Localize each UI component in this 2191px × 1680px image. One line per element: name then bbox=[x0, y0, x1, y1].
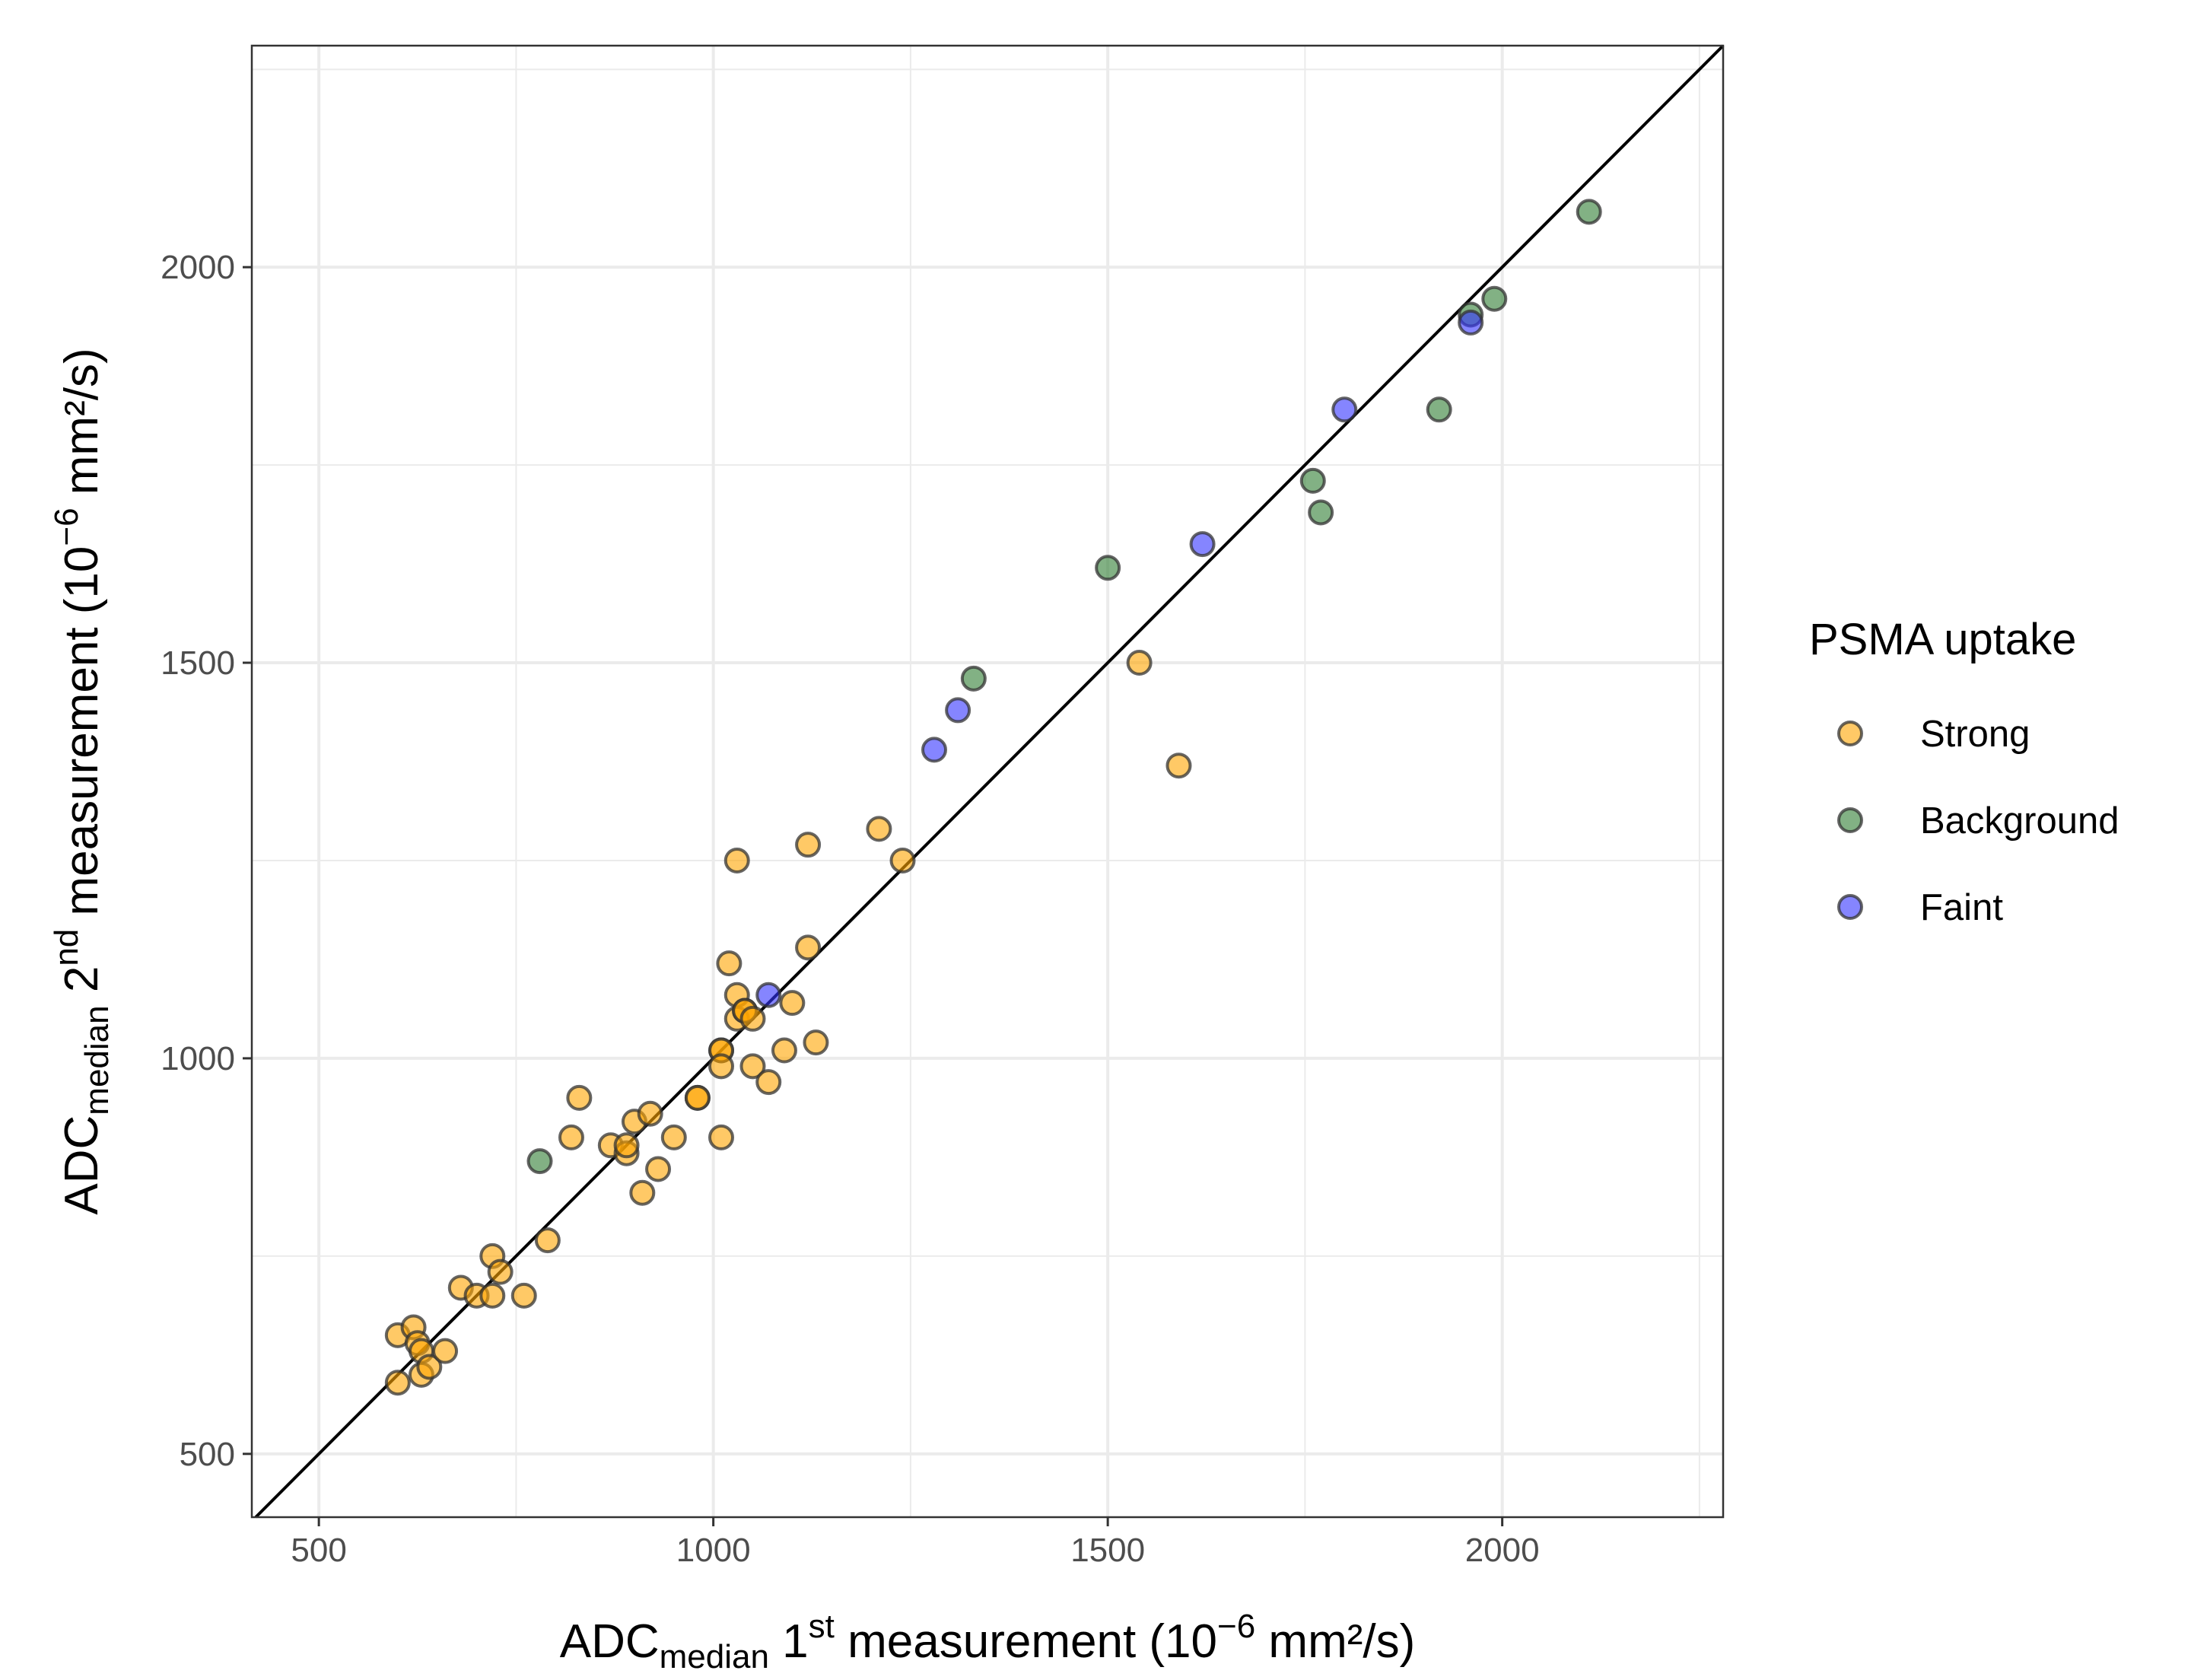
x-tick-label: 2000 bbox=[1465, 1532, 1540, 1569]
point-strong bbox=[866, 816, 892, 842]
point-strong bbox=[1165, 752, 1192, 779]
y-axis: 500 1000 1500 2000 bbox=[161, 249, 252, 1473]
point-strong bbox=[534, 1227, 561, 1254]
major-gridlines bbox=[252, 46, 1723, 1517]
point-faint bbox=[945, 697, 971, 724]
point-strong bbox=[479, 1282, 506, 1309]
point-strong bbox=[613, 1132, 640, 1159]
point-strong bbox=[416, 1354, 443, 1380]
point-strong bbox=[660, 1124, 687, 1150]
point-strong bbox=[432, 1338, 459, 1364]
legend-key-strong bbox=[1837, 721, 1863, 746]
point-faint bbox=[1189, 531, 1216, 558]
point-strong bbox=[510, 1282, 537, 1309]
point-faint bbox=[1331, 396, 1358, 423]
point-strong bbox=[795, 832, 822, 858]
point-background bbox=[1095, 555, 1121, 581]
point-background bbox=[526, 1148, 553, 1175]
point-background bbox=[960, 665, 987, 692]
legend: PSMA uptake Strong Background Faint bbox=[1809, 615, 2119, 928]
y-tick-label: 1500 bbox=[161, 644, 235, 682]
point-strong bbox=[739, 1053, 766, 1080]
legend-items: Strong Background Faint bbox=[1837, 714, 2119, 928]
point-strong bbox=[795, 934, 822, 961]
x-axis-title: ADCmedian 1st measurement (10−6 mm²/s) bbox=[560, 1608, 1416, 1675]
legend-key-faint bbox=[1837, 894, 1863, 920]
point-strong bbox=[803, 1029, 829, 1056]
legend-label-background: Background bbox=[1920, 800, 2119, 842]
legend-title: PSMA uptake bbox=[1809, 615, 2076, 664]
plot-border bbox=[250, 44, 1725, 1519]
y-axis-title: ADCmedian 2nd measurement (10−6 mm²/s) bbox=[48, 348, 116, 1214]
point-faint bbox=[1458, 309, 1484, 336]
x-tick-label: 1000 bbox=[676, 1532, 751, 1569]
point-strong bbox=[723, 847, 750, 873]
y-tick-label: 2000 bbox=[161, 249, 235, 286]
point-strong bbox=[566, 1084, 593, 1111]
point-strong bbox=[779, 990, 806, 1017]
point-strong bbox=[487, 1258, 514, 1285]
point-background bbox=[1308, 499, 1334, 526]
point-strong bbox=[708, 1124, 735, 1150]
data-points bbox=[384, 199, 1602, 1396]
point-strong bbox=[755, 1069, 782, 1096]
point-background bbox=[1481, 285, 1508, 312]
point-strong bbox=[771, 1037, 797, 1064]
point-strong bbox=[384, 1370, 411, 1396]
x-tick-label: 1500 bbox=[1070, 1532, 1145, 1569]
point-strong bbox=[637, 1100, 663, 1127]
point-background bbox=[1426, 396, 1452, 423]
point-strong bbox=[716, 950, 743, 977]
x-tick-label: 500 bbox=[291, 1532, 346, 1569]
point-faint bbox=[921, 737, 948, 763]
point-strong bbox=[629, 1179, 656, 1206]
point-strong bbox=[708, 1053, 735, 1080]
point-strong bbox=[889, 847, 916, 873]
y-tick-label: 1000 bbox=[161, 1040, 235, 1077]
point-strong bbox=[558, 1124, 584, 1150]
legend-label-strong: Strong bbox=[1920, 714, 2030, 755]
point-strong bbox=[739, 1005, 766, 1032]
legend-label-faint: Faint bbox=[1920, 887, 2003, 928]
point-strong bbox=[684, 1084, 711, 1111]
point-strong bbox=[1126, 650, 1153, 676]
point-background bbox=[1299, 467, 1326, 494]
legend-key-background bbox=[1837, 807, 1863, 833]
y-tick-label: 500 bbox=[180, 1436, 235, 1473]
x-axis: 500 1000 1500 2000 bbox=[291, 1517, 1540, 1569]
point-strong bbox=[645, 1156, 672, 1182]
point-faint bbox=[755, 982, 782, 1008]
point-background bbox=[1576, 199, 1602, 225]
